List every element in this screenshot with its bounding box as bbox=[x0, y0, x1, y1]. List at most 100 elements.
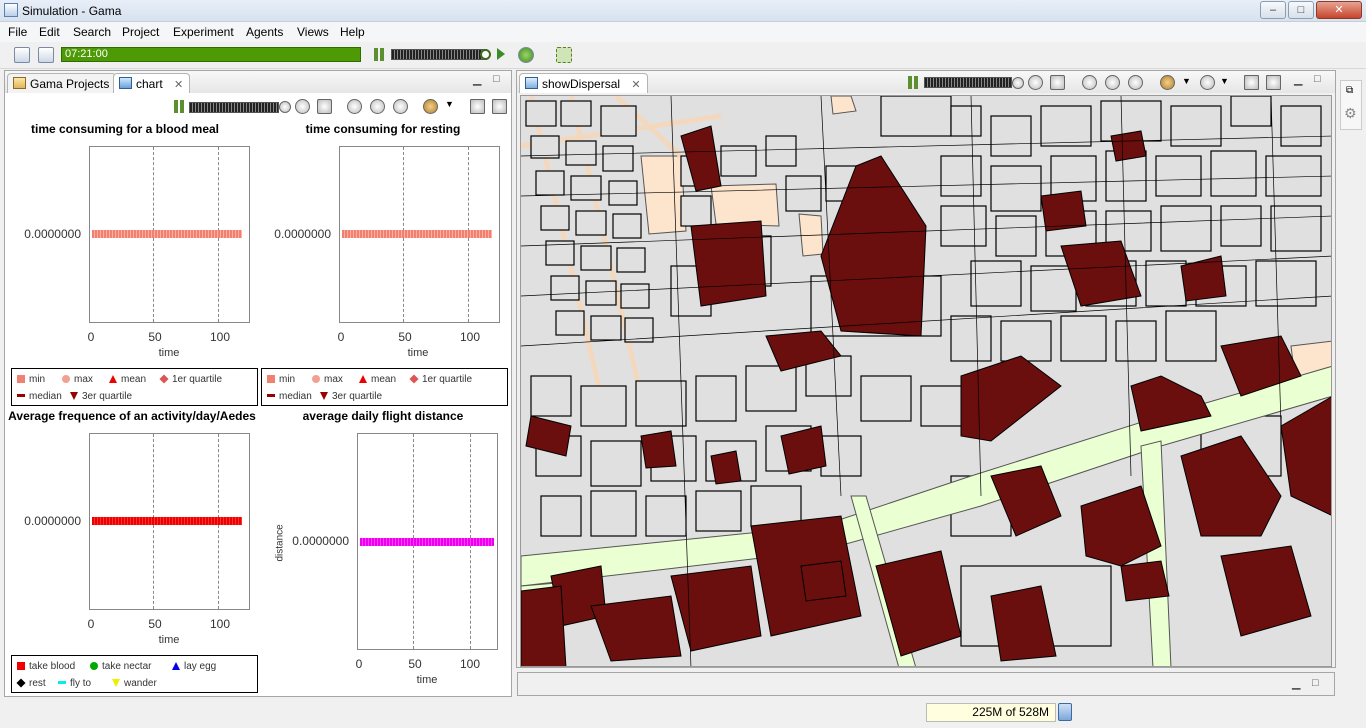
memory-indicator: 225M of 528M bbox=[926, 703, 1056, 722]
chart-speed-knob[interactable] bbox=[279, 101, 291, 113]
reload-icon[interactable] bbox=[518, 47, 534, 63]
minimize-view-icon[interactable]: ▁ bbox=[473, 74, 482, 86]
folder-icon bbox=[13, 77, 26, 89]
chart-speed-slider[interactable] bbox=[189, 102, 279, 113]
close-tab-icon[interactable]: ✕ bbox=[174, 79, 184, 91]
close-window-button[interactable]: ✕ bbox=[1316, 1, 1362, 19]
globe-icon[interactable] bbox=[1200, 75, 1215, 90]
menu-file[interactable]: File bbox=[8, 25, 28, 39]
x-tick-50: 50 bbox=[148, 617, 162, 631]
series-stats-line bbox=[342, 230, 492, 238]
trash-icon[interactable] bbox=[1058, 703, 1072, 721]
circle-marker-icon bbox=[90, 662, 98, 670]
zoom-out-icon[interactable] bbox=[393, 99, 408, 114]
legend-item-max: max bbox=[312, 374, 343, 385]
console-view-icon[interactable] bbox=[14, 47, 30, 63]
edit-parameters-icon[interactable] bbox=[38, 47, 54, 63]
square-marker-icon bbox=[17, 375, 25, 383]
x-tick-50: 50 bbox=[408, 657, 422, 671]
menu-agents[interactable]: Agents bbox=[246, 25, 284, 39]
step-icon[interactable] bbox=[497, 48, 505, 60]
menu-help[interactable]: Help bbox=[340, 25, 365, 39]
map-canvas[interactable] bbox=[521, 96, 1332, 667]
down-triangle-marker-icon bbox=[70, 392, 78, 400]
line-marker-icon bbox=[267, 394, 275, 397]
legend-item-3er-quartile: 3er quartile bbox=[320, 391, 382, 402]
x-tick-100: 100 bbox=[209, 617, 231, 631]
camera-icon[interactable] bbox=[317, 99, 332, 114]
tab-label: Gama Projects bbox=[30, 77, 110, 91]
camera-icon[interactable] bbox=[1050, 75, 1065, 90]
toggle-overlay-icon[interactable] bbox=[492, 99, 507, 114]
menu-edit[interactable]: Edit bbox=[39, 25, 60, 39]
legend-item-median: median bbox=[17, 391, 62, 402]
legend-item-take-blood: take blood bbox=[17, 661, 75, 672]
display-view-toolbar: ▼ ▼ ▁ □ bbox=[902, 71, 1332, 95]
toggle-overlay-icon[interactable] bbox=[1266, 75, 1281, 90]
zoom-in-icon[interactable] bbox=[347, 99, 362, 114]
y-axis-label: distance bbox=[274, 524, 286, 562]
down-triangle-marker-icon bbox=[112, 679, 120, 687]
x-tick-50: 50 bbox=[148, 330, 162, 344]
minimize-view-icon[interactable]: ▁ bbox=[1292, 678, 1301, 690]
restore-icon[interactable]: ⧉ bbox=[1346, 85, 1354, 96]
window-title: Simulation - Gama bbox=[22, 4, 122, 18]
gear-icon[interactable]: ⚙ bbox=[1344, 105, 1357, 121]
x-tick-50: 50 bbox=[398, 330, 412, 344]
close-tab-icon[interactable]: ✕ bbox=[631, 79, 641, 91]
toggle-side-icon[interactable] bbox=[470, 99, 485, 114]
x-tick-0: 0 bbox=[87, 617, 95, 631]
agent-menu-icon[interactable] bbox=[423, 99, 438, 114]
link-icon[interactable] bbox=[295, 99, 310, 114]
maximize-view-icon[interactable]: □ bbox=[1314, 73, 1321, 85]
toggle-side-icon[interactable] bbox=[1244, 75, 1259, 90]
diamond-marker-icon bbox=[409, 374, 419, 384]
display-speed-knob[interactable] bbox=[1012, 77, 1024, 89]
display-pause-icon[interactable] bbox=[907, 76, 919, 89]
map-display[interactable] bbox=[520, 95, 1332, 667]
tab-showdispersal[interactable]: showDispersal ✕ bbox=[519, 73, 648, 93]
speed-slider-knob[interactable] bbox=[480, 49, 491, 60]
tab-chart[interactable]: chart ✕ bbox=[113, 73, 191, 93]
x-axis-label: time bbox=[416, 674, 438, 686]
speed-slider[interactable] bbox=[391, 49, 487, 60]
chart-resting-plot bbox=[339, 146, 500, 323]
link-icon[interactable] bbox=[1028, 75, 1043, 90]
chart-frequence-plot bbox=[89, 433, 250, 610]
zoom-fit-icon[interactable] bbox=[370, 99, 385, 114]
display-speed-slider[interactable] bbox=[924, 77, 1012, 88]
zoom-out-icon[interactable] bbox=[1128, 75, 1143, 90]
menu-project[interactable]: Project bbox=[122, 25, 160, 39]
zoom-in-icon[interactable] bbox=[1082, 75, 1097, 90]
menu-bar: File Edit Search Project Experiment Agen… bbox=[0, 22, 1366, 42]
diamond-marker-icon bbox=[16, 678, 26, 688]
y-tick-label: 0.0000000 bbox=[24, 514, 81, 528]
chart-flight-plot bbox=[357, 433, 498, 650]
status-bar bbox=[0, 700, 1366, 728]
pause-icon[interactable] bbox=[373, 48, 385, 61]
square-marker-icon bbox=[17, 662, 25, 670]
chevron-down-icon[interactable]: ▼ bbox=[445, 99, 454, 109]
chevron-down-icon[interactable]: ▼ bbox=[1182, 76, 1191, 86]
menu-views[interactable]: Views bbox=[297, 25, 329, 39]
tab-gama-projects[interactable]: Gama Projects bbox=[7, 73, 117, 93]
title-bar: Simulation - Gama – □ ✕ bbox=[0, 0, 1366, 22]
maximize-view-icon[interactable]: □ bbox=[493, 73, 500, 85]
minimize-view-icon[interactable]: ▁ bbox=[1294, 74, 1303, 86]
maximize-view-icon[interactable]: □ bbox=[1312, 677, 1319, 689]
x-axis-label: time bbox=[158, 347, 180, 359]
chart-blood-meal-plot bbox=[89, 146, 250, 323]
chart-pause-icon[interactable] bbox=[173, 100, 185, 113]
zoom-fit-icon[interactable] bbox=[1105, 75, 1120, 90]
display-icon bbox=[525, 77, 538, 89]
maximize-window-button[interactable]: □ bbox=[1288, 1, 1314, 19]
snapshot-icon[interactable] bbox=[556, 47, 572, 63]
minimize-window-button[interactable]: – bbox=[1260, 1, 1286, 19]
chevron-down-icon[interactable]: ▼ bbox=[1220, 76, 1229, 86]
menu-experiment[interactable]: Experiment bbox=[173, 25, 234, 39]
legend-item-mean: mean bbox=[109, 374, 146, 385]
agent-menu-icon[interactable] bbox=[1160, 75, 1175, 90]
x-tick-100: 100 bbox=[459, 330, 481, 344]
legend-item-mean: mean bbox=[359, 374, 396, 385]
menu-search[interactable]: Search bbox=[73, 25, 112, 39]
